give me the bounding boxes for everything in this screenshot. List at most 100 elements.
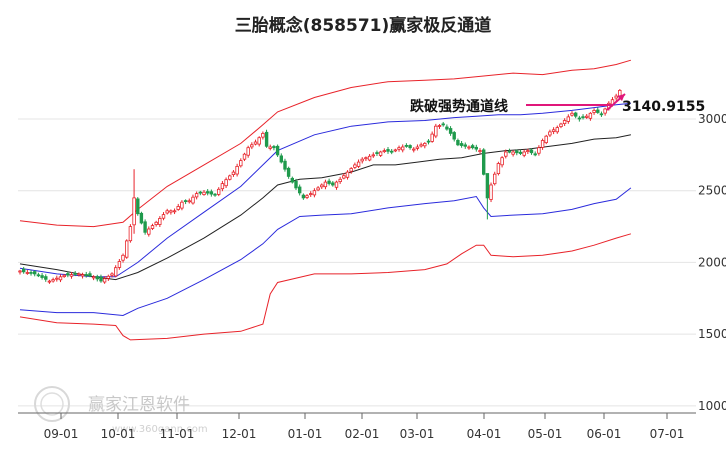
x-axis-ticks: 09-01 10-01 11-01 12-01 01-01 02-01 03-01 04-01… bbox=[44, 413, 685, 441]
x-tick-label: 01-01 bbox=[288, 427, 323, 441]
candle-body bbox=[297, 186, 302, 194]
candle-body bbox=[599, 113, 604, 116]
x-tick-label: 09-01 bbox=[44, 427, 79, 441]
candle-body bbox=[279, 155, 283, 163]
candle-body bbox=[264, 131, 269, 147]
candle-body bbox=[58, 276, 63, 281]
candle-body bbox=[194, 193, 199, 198]
candle-body bbox=[18, 270, 22, 273]
candle-body bbox=[400, 146, 405, 151]
candle-body bbox=[180, 201, 184, 209]
candle-body bbox=[555, 127, 559, 133]
candle-body bbox=[397, 147, 401, 150]
candle-body bbox=[577, 117, 582, 120]
candle-body bbox=[216, 188, 221, 195]
candle-body bbox=[540, 140, 545, 148]
x-tick-label: 11-01 bbox=[160, 427, 195, 441]
candle-body bbox=[316, 187, 320, 191]
candle-body bbox=[614, 95, 618, 99]
y-tick-label: 3000 bbox=[698, 112, 726, 126]
candle-body bbox=[548, 131, 552, 136]
candle-body bbox=[404, 144, 409, 147]
candle-body bbox=[467, 146, 471, 149]
candle-body bbox=[169, 210, 173, 213]
candle-body bbox=[261, 132, 265, 138]
candle-body bbox=[492, 173, 497, 185]
candle-body bbox=[294, 180, 298, 189]
candle-body bbox=[349, 168, 353, 172]
candle-body bbox=[47, 280, 52, 283]
candle-body bbox=[33, 271, 37, 275]
candle-body bbox=[110, 273, 114, 276]
candle-body bbox=[121, 254, 125, 261]
candle-body bbox=[441, 123, 445, 126]
grid-lines bbox=[18, 118, 696, 407]
candle-body bbox=[143, 221, 147, 233]
candle-body bbox=[419, 144, 423, 147]
x-tick-label: 07-01 bbox=[650, 427, 685, 441]
candle-body bbox=[423, 142, 427, 147]
candle-body bbox=[305, 195, 309, 198]
candle-body bbox=[139, 212, 144, 224]
candle-body bbox=[286, 167, 291, 177]
candle-body bbox=[176, 206, 180, 210]
candle-body bbox=[224, 179, 228, 187]
candle-body bbox=[389, 150, 394, 153]
candle-body bbox=[323, 181, 328, 188]
candle-body bbox=[205, 191, 210, 194]
candle-body bbox=[533, 153, 537, 156]
candle-body bbox=[551, 129, 556, 132]
candle-body bbox=[345, 171, 350, 178]
candle-body bbox=[308, 193, 313, 196]
candle-body bbox=[412, 148, 416, 151]
candle-body bbox=[69, 274, 74, 277]
candle-body bbox=[239, 160, 243, 167]
candle-body bbox=[529, 149, 534, 154]
candle-body bbox=[434, 125, 438, 137]
candle-body bbox=[150, 225, 155, 229]
candle-body bbox=[507, 150, 512, 153]
candle-body bbox=[437, 125, 442, 127]
candle-body bbox=[463, 144, 467, 147]
candle-body bbox=[44, 276, 48, 280]
candle-body bbox=[603, 108, 607, 114]
candle-body bbox=[574, 112, 578, 117]
candle-body bbox=[77, 273, 81, 276]
candle-body bbox=[172, 210, 177, 213]
candle-body bbox=[73, 272, 77, 275]
arrow-head-icon bbox=[617, 94, 625, 101]
candle-body bbox=[29, 271, 33, 274]
candle-body bbox=[459, 143, 464, 146]
candle-body bbox=[147, 228, 151, 235]
candle-body bbox=[136, 198, 140, 215]
candle-body bbox=[544, 135, 548, 143]
candle-body bbox=[114, 267, 118, 277]
candle-body bbox=[559, 123, 563, 127]
candle-body bbox=[55, 277, 59, 280]
candle-body bbox=[228, 175, 232, 180]
candle-body bbox=[242, 153, 247, 160]
candle-body bbox=[275, 145, 280, 156]
x-tick-label: 05-01 bbox=[528, 427, 563, 441]
candle-body bbox=[312, 190, 317, 196]
candle-body bbox=[334, 181, 339, 188]
candle-body bbox=[386, 149, 390, 152]
candle-body bbox=[117, 261, 122, 268]
watermark-brand: 赢家江恩软件 bbox=[88, 395, 190, 415]
candle-body bbox=[253, 141, 258, 145]
candle-body bbox=[21, 268, 26, 273]
candle-body bbox=[51, 279, 55, 282]
candle-body bbox=[426, 140, 431, 143]
candle-body bbox=[489, 184, 493, 200]
candle-body bbox=[562, 120, 567, 124]
candle-body bbox=[165, 210, 169, 214]
candle-body bbox=[283, 160, 287, 170]
candle-body bbox=[235, 165, 239, 175]
candle-body bbox=[478, 150, 482, 153]
candle-body bbox=[353, 164, 357, 168]
candle-body bbox=[445, 126, 449, 130]
candle-body bbox=[301, 194, 306, 199]
candle-body bbox=[327, 180, 331, 184]
